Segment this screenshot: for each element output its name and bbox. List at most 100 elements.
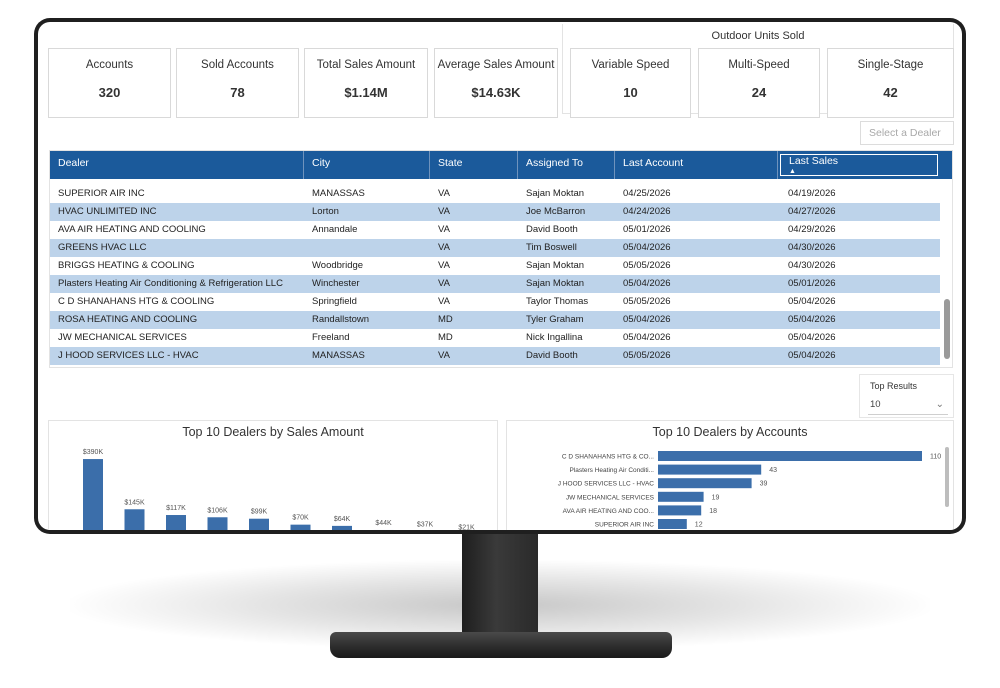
column-header-city[interactable]: City xyxy=(304,151,430,179)
table-cell: MD xyxy=(438,314,453,325)
bar-data-label: $44K xyxy=(375,520,392,527)
dealer-table: Dealer City State Assigned To Last Accou… xyxy=(49,150,953,368)
kpi-value: $1.14M xyxy=(344,85,388,100)
bar xyxy=(207,517,228,530)
table-cell: C D SHANAHANS HTG & COOLING xyxy=(58,296,215,307)
kpi-label: Sold Accounts xyxy=(201,59,274,71)
sales-amount-chart: $390K $145K $117K $106K $99K $70K $64K $44K $37K… xyxy=(83,449,475,530)
accounts-chart-panel: Top 10 Dealers by Accounts C D SHANAHANS… xyxy=(506,420,954,530)
category-label: SUPERIOR AIR INC xyxy=(595,522,655,529)
kpi-label: Average Sales Amount xyxy=(437,59,555,71)
bar-data-label: 18 xyxy=(709,508,717,515)
table-cell: Tim Boswell xyxy=(526,242,577,253)
table-row[interactable]: GREENS HVAC LLC VA Tim Boswell 05/04/2026 04… xyxy=(50,239,940,257)
bar xyxy=(658,478,752,489)
table-cell: VA xyxy=(438,242,450,253)
table-cell: 05/01/2026 xyxy=(788,278,836,289)
bar-data-label: $145K xyxy=(124,499,145,506)
table-cell: 05/04/2026 xyxy=(788,350,836,361)
table-cell: Taylor Thomas xyxy=(526,296,589,307)
table-cell: 04/29/2026 xyxy=(788,224,836,235)
table-row[interactable]: HVAC UNLIMITED INC Lorton VA Joe McBarron 04… xyxy=(50,203,940,221)
monitor-stand-base xyxy=(330,632,672,658)
outdoor-units-title: Outdoor Units Sold xyxy=(711,30,805,42)
chart-title: Top 10 Dealers by Accounts xyxy=(652,425,808,439)
monitor-frame: Accounts 320 Sold Accounts 78 Total Sale… xyxy=(34,18,966,534)
dashboard-screen: Accounts 320 Sold Accounts 78 Total Sale… xyxy=(38,22,962,530)
bar-data-label: $21K xyxy=(458,525,475,530)
kpi-card-accounts: Accounts 320 xyxy=(48,48,171,118)
category-label: JW MECHANICAL SERVICES xyxy=(566,494,655,501)
table-cell: VA xyxy=(438,206,450,217)
table-cell: 05/04/2026 xyxy=(788,332,836,343)
table-scrollbar-thumb[interactable] xyxy=(944,299,950,359)
table-row[interactable]: BRIGGS HEATING & COOLING Woodbridge VA Saja… xyxy=(50,257,940,275)
table-cell: David Booth xyxy=(526,224,578,235)
table-row[interactable]: C D SHANAHANS HTG & COOLING Springfield VA… xyxy=(50,293,940,311)
table-cell: Joe McBarron xyxy=(526,206,586,217)
table-row[interactable]: J HOOD SERVICES LLC - HVAC MANASSAS VA Davi… xyxy=(50,347,940,365)
bar xyxy=(658,464,762,475)
table-cell: 05/04/2026 xyxy=(623,242,671,253)
bar-data-label: $390K xyxy=(83,449,104,456)
table-cell: 04/30/2026 xyxy=(788,260,836,271)
table-cell: HVAC UNLIMITED INC xyxy=(58,206,157,217)
bar xyxy=(658,451,922,461)
column-header-last-sales[interactable]: Last Sales ▲ xyxy=(780,154,938,176)
table-cell: Springfield xyxy=(312,296,357,307)
kpi-value: $14.63K xyxy=(471,85,521,100)
bar-data-label: $64K xyxy=(334,516,351,523)
table-cell: Sajan Moktan xyxy=(526,188,585,199)
table-scrollbar[interactable] xyxy=(944,181,950,365)
table-cell: 04/19/2026 xyxy=(788,188,836,199)
bar-data-label: 43 xyxy=(769,467,777,474)
table-cell: Plasters Heating Air Conditioning & Refr… xyxy=(58,278,283,289)
table-cell: AVA AIR HEATING AND COOLING xyxy=(58,224,206,235)
table-row[interactable]: JW MECHANICAL SERVICES Freeland MD Nick Ing… xyxy=(50,329,940,347)
category-label: C D SHANAHANS HTG & CO... xyxy=(562,454,654,461)
table-cell: MANASSAS xyxy=(312,350,365,361)
table-cell: 04/30/2026 xyxy=(788,242,836,253)
table-cell: Freeland xyxy=(312,332,350,343)
kpi-card-multi-speed: Multi-Speed 24 xyxy=(698,48,820,118)
kpi-label: Variable Speed xyxy=(591,59,670,71)
table-row[interactable]: ROSA HEATING AND COOLING Randallstown MD Ty… xyxy=(50,311,940,329)
bar-data-label: $99K xyxy=(251,509,268,516)
top-results-slicer: Top Results 10 ⌄ xyxy=(859,374,954,418)
bar-data-label: 39 xyxy=(760,481,768,488)
column-header-label: Last Sales xyxy=(789,155,839,167)
table-cell: J HOOD SERVICES LLC - HVAC xyxy=(58,350,199,361)
table-cell: SUPERIOR AIR INC xyxy=(58,188,145,199)
bar xyxy=(658,505,702,516)
category-label: J HOOD SERVICES LLC - HVAC xyxy=(558,481,655,488)
table-row[interactable]: Plasters Heating Air Conditioning & Refr… xyxy=(50,275,940,293)
table-cell: GREENS HVAC LLC xyxy=(58,242,147,253)
top-results-dropdown[interactable]: 10 ⌄ xyxy=(868,397,948,415)
monitor-stand-neck xyxy=(462,530,538,640)
column-header-dealer[interactable]: Dealer xyxy=(50,151,304,179)
bar-data-label: 19 xyxy=(712,494,720,501)
kpi-value: 78 xyxy=(230,85,245,100)
table-cell: 05/04/2026 xyxy=(788,314,836,325)
chart-scrollbar[interactable] xyxy=(945,447,949,507)
table-cell: 05/05/2026 xyxy=(623,296,671,307)
table-cell: MANASSAS xyxy=(312,188,365,199)
bar xyxy=(658,519,687,529)
table-cell: VA xyxy=(438,278,450,289)
column-header-state[interactable]: State xyxy=(430,151,518,179)
kpi-value: 24 xyxy=(751,85,767,100)
table-cell: 05/05/2026 xyxy=(623,260,671,271)
table-cell: VA xyxy=(438,260,450,271)
bar-data-label: 12 xyxy=(695,522,703,529)
accounts-chart: C D SHANAHANS HTG & CO... 110 Plasters Hea… xyxy=(558,451,941,529)
kpi-card-single-stage: Single-Stage 42 xyxy=(827,48,954,118)
table-row[interactable]: SUPERIOR AIR INC MANASSAS VA Sajan Moktan 04… xyxy=(50,185,940,203)
table-cell: 05/04/2026 xyxy=(623,278,671,289)
column-header-assigned-to[interactable]: Assigned To xyxy=(518,151,615,179)
table-cell: BRIGGS HEATING & COOLING xyxy=(58,260,195,271)
bar xyxy=(166,515,186,530)
table-row[interactable]: AVA AIR HEATING AND COOLING Annandale VA Da… xyxy=(50,221,940,239)
column-header-last-account[interactable]: Last Account xyxy=(615,151,778,179)
dealer-select-dropdown[interactable]: Select a Dealer xyxy=(860,121,954,145)
table-cell: Annandale xyxy=(312,224,358,235)
